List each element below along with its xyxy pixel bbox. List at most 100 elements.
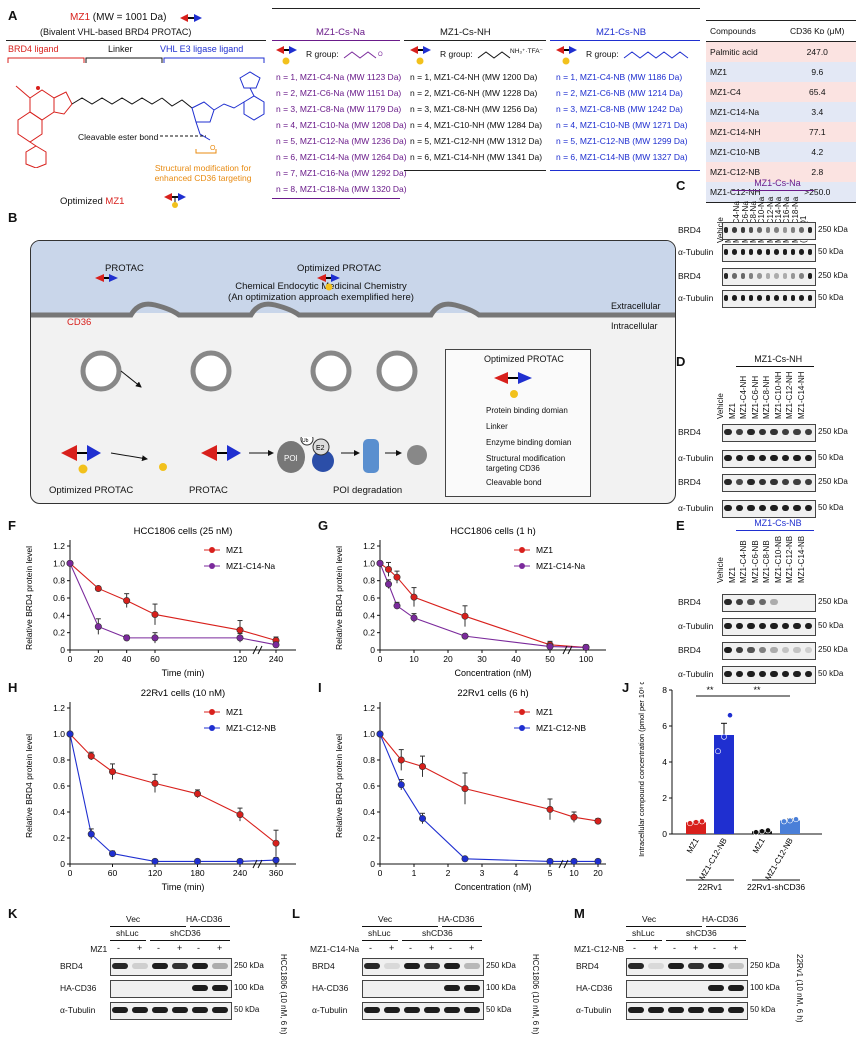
data-point — [385, 580, 393, 588]
compound-list-item: n = 4, MZ1-C10-Na (MW 1208 Da) — [276, 120, 407, 130]
compound-list-item: n = 1, MZ1-C4-NH (MW 1200 Da) — [410, 72, 538, 82]
blot-band — [747, 429, 755, 435]
blot-band — [424, 1007, 440, 1013]
blot-band — [781, 455, 789, 461]
legend-marker — [519, 725, 525, 731]
category-label: MZ1 — [685, 836, 701, 855]
y-tick-label: 0.4 — [363, 807, 375, 817]
optimized-protac-bottom: Optimized PROTAC — [49, 485, 134, 496]
data-point — [393, 573, 401, 581]
chart-g: HCC1806 cells (1 h) 0 0.2 0.4 0.6 0.8 1.0 1.2 0 1… — [334, 526, 606, 678]
blot-lane-label: MZ1 — [727, 403, 737, 419]
data-point — [787, 817, 793, 824]
treatment-sign: - — [449, 943, 452, 953]
treatment-sign: + — [429, 943, 435, 953]
blot-band — [757, 249, 762, 255]
blot-band — [724, 647, 732, 653]
blot-band — [747, 455, 755, 461]
ligand-brackets — [7, 57, 265, 63]
vec-label: Vec — [642, 914, 657, 924]
treatment-sign: - — [157, 943, 160, 953]
x-tick-label: 20 — [593, 868, 603, 878]
treatment-sign: + — [653, 943, 659, 953]
optimized-mz1-label: Optimized MZ1 — [60, 196, 125, 207]
protac-glyph — [180, 14, 202, 22]
legend-item: targeting CD36 — [486, 464, 540, 473]
panel-label-k: K — [8, 906, 18, 921]
vec-label: Vec — [126, 914, 141, 924]
x-axis-label: Time (min) — [162, 668, 205, 678]
y-tick-label: 0.2 — [363, 833, 375, 843]
data-point — [66, 559, 74, 567]
blot-band — [799, 295, 804, 301]
x-axis-label: Concentration (nM) — [454, 668, 531, 678]
data-point — [546, 857, 554, 865]
protac-icon-top-2 — [317, 274, 340, 291]
blot-band — [724, 429, 732, 435]
blot-band — [735, 505, 743, 511]
vhl-ligand-label: VHL E3 ligase ligand — [160, 44, 244, 54]
data-point — [793, 816, 799, 823]
chart-title: HCC1806 cells (1 h) — [450, 526, 536, 537]
legend-marker — [519, 547, 525, 553]
blot-strip — [362, 958, 484, 976]
kd-row: MZ1-C12-NH >250.0 — [706, 182, 856, 203]
blot-mw: 250 kDa — [818, 477, 848, 486]
blot-strip — [626, 980, 748, 998]
x-tick-label: 0 — [378, 868, 383, 878]
blot-band — [781, 479, 789, 485]
compound-list-item: n = 4, MZ1-C10-NB (MW 1271 Da) — [556, 120, 688, 130]
blot-band — [804, 479, 812, 485]
y-tick-label: 2 — [662, 793, 667, 803]
ub-text: Ub — [302, 438, 309, 444]
blot-band — [708, 1007, 724, 1013]
data-point — [419, 815, 427, 823]
blot-band — [758, 599, 766, 605]
ha-line — [442, 926, 482, 927]
x-tick-label: 3 — [480, 868, 485, 878]
blot-band — [804, 455, 812, 461]
blot-band — [790, 249, 796, 255]
group-label: 22Rv1 — [698, 882, 723, 892]
legend-label: MZ1-C12-NB — [536, 723, 586, 733]
blot-band — [668, 963, 684, 969]
blot-band — [782, 249, 787, 255]
blot-row-label: BRD4 — [678, 645, 701, 655]
legend-label: MZ1-C12-NB — [226, 723, 276, 733]
poi-text: POI — [284, 454, 298, 463]
shluc-line — [110, 940, 146, 941]
data-point — [151, 779, 159, 787]
blot-band — [781, 429, 789, 435]
blot-band — [735, 671, 743, 677]
blot-band — [728, 985, 744, 991]
series-line — [379, 733, 598, 862]
treatment-sign: - — [673, 943, 676, 953]
blot-band — [404, 963, 420, 969]
blot-band — [749, 273, 754, 279]
blot-band — [384, 1007, 400, 1013]
blot-lane-label: MZ1-C4-NH — [739, 375, 749, 419]
y-axis-label: Relative BRD4 protein level — [24, 546, 34, 650]
data-point — [546, 643, 554, 651]
data-point — [94, 623, 102, 631]
chart-h: 22Rv1 cells (10 nM) 0 0.2 0.4 0.6 0.8 1.0 1.2 0 6… — [24, 688, 296, 892]
data-point — [272, 641, 280, 649]
blot-band — [728, 1007, 744, 1013]
na-r-group-label: R group: — [306, 49, 339, 59]
kd-row: MZ1-C10-NB 4.2 — [706, 142, 856, 162]
ha-cd36-label: HA-CD36 — [186, 914, 223, 924]
data-point — [151, 610, 159, 618]
data-point — [727, 712, 733, 719]
shcd36-line — [150, 940, 230, 941]
blot-group-line — [732, 190, 814, 191]
ha-cd36-label: HA-CD36 — [438, 914, 475, 924]
blot-strip — [722, 268, 816, 286]
blot-band — [192, 985, 208, 991]
nh-group-label: NH₃⁺·TFA⁻ — [510, 48, 543, 55]
chart-title: 22Rv1 cells (6 h) — [457, 688, 528, 699]
blot-band — [793, 479, 801, 485]
x-tick-label: 120 — [233, 654, 247, 664]
y-tick-label: 0.4 — [53, 807, 65, 817]
panel-label-i: I — [318, 680, 322, 695]
legend-marker — [519, 709, 525, 715]
